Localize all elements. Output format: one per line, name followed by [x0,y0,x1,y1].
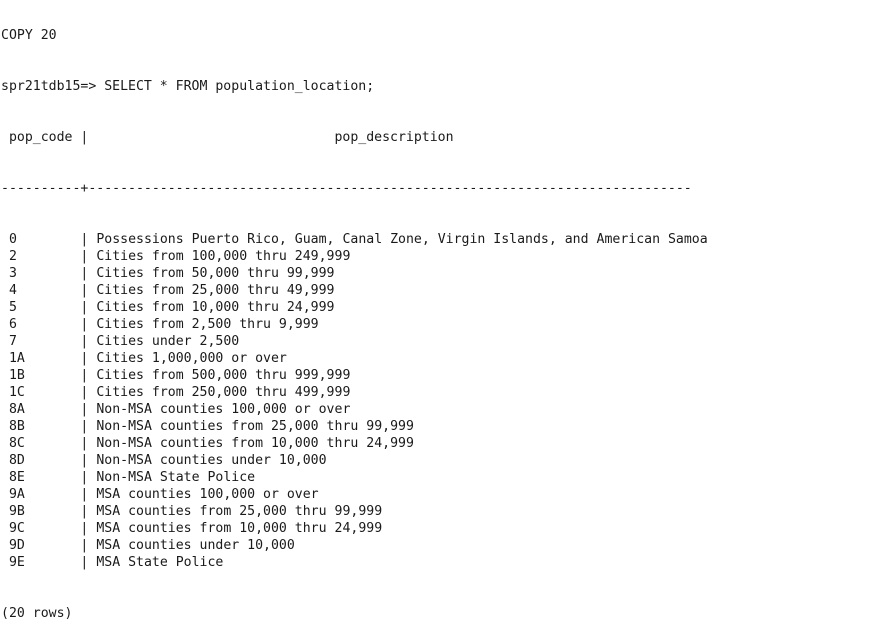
pop-code-cell: 9E [8,555,25,570]
pop-code-cell: 0 [8,232,17,247]
pop-description-cell: Possessions Puerto Rico, Guam, Canal Zon… [96,232,708,247]
pop-description-cell: Non-MSA counties from 10,000 thru 24,999 [96,436,414,451]
pop-code-cell: 8B [8,419,25,434]
pop-code-cell: 6 [8,317,17,332]
table-row: 1C | Cities from 250,000 thru 499,999 [1,384,873,401]
table-row: 7 | Cities under 2,500 [1,333,873,350]
pop-code-cell: 1A [8,351,25,366]
result-rows: 0 | Possessions Puerto Rico, Guam, Canal… [1,231,873,571]
column-separator: | [24,555,97,570]
table-row: 9E | MSA State Police [1,554,873,571]
pop-description-cell: MSA counties 100,000 or over [96,487,319,502]
pop-code-cell: 1B [8,368,25,383]
column-separator: | [24,470,97,485]
column-separator: | [24,504,97,519]
table-row: 1B | Cities from 500,000 thru 999,999 [1,367,873,384]
column-separator: | [16,317,97,332]
pop-code-cell: 8C [8,436,25,451]
pop-code-cell: 9B [8,504,25,519]
table-row: 1A | Cities 1,000,000 or over [1,350,873,367]
pop-code-cell: 8A [8,402,25,417]
pop-description-cell: MSA State Police [96,555,224,570]
column-separator: | [16,266,97,281]
table-row: 6 | Cities from 2,500 thru 9,999 [1,316,873,333]
column-separator: | [24,402,97,417]
table-row: 4 | Cities from 25,000 thru 49,999 [1,282,873,299]
pop-description-cell: MSA counties from 10,000 thru 24,999 [96,521,383,536]
terminal-output[interactable]: COPY 20 spr21tdb15=> SELECT * FROM popul… [1,0,873,621]
column-separator: | [24,521,97,536]
pop-description-cell: Cities from 50,000 thru 99,999 [96,266,335,281]
column-separator: | [16,300,97,315]
column-separator: | [24,385,97,400]
column-separator: | [24,368,97,383]
pop-description-cell: Cities from 2,500 thru 9,999 [96,317,319,332]
table-row: 8D | Non-MSA counties under 10,000 [1,452,873,469]
column-separator: | [16,283,97,298]
command-line: spr21tdb15=> SELECT * FROM population_lo… [1,78,873,95]
pop-code-cell: 8D [8,453,25,468]
pop-description-cell: Cities 1,000,000 or over [96,351,287,366]
table-row: 8C | Non-MSA counties from 10,000 thru 2… [1,435,873,452]
pop-description-cell: Cities from 250,000 thru 499,999 [96,385,351,400]
pop-description-cell: Non-MSA counties 100,000 or over [96,402,351,417]
table-row: 5 | Cities from 10,000 thru 24,999 [1,299,873,316]
column-separator: | [24,538,97,553]
pop-code-cell: 8E [8,470,25,485]
table-row: 9C | MSA counties from 10,000 thru 24,99… [1,520,873,537]
column-separator: | [16,232,97,247]
pop-code-cell: 4 [8,283,17,298]
pop-code-cell: 9D [8,538,25,553]
column-separator: | [24,487,97,502]
pop-code-cell: 7 [8,334,17,349]
column-separator: | [24,351,97,366]
pop-code-cell: 3 [8,266,17,281]
column-separator: | [16,334,97,349]
previous-output-line: COPY 20 [1,28,57,43]
pop-code-cell: 9C [8,521,25,536]
column-separator: | [24,419,97,434]
pop-code-cell: 9A [8,487,25,502]
pop-code-cell: 1C [8,385,25,400]
table-row: 9B | MSA counties from 25,000 thru 99,99… [1,503,873,520]
table-row: 9A | MSA counties 100,000 or over [1,486,873,503]
table-row: 2 | Cities from 100,000 thru 249,999 [1,248,873,265]
pop-description-cell: MSA counties from 25,000 thru 99,999 [96,504,383,519]
pop-description-cell: Cities under 2,500 [96,334,240,349]
table-separator: ----------+-----------------------------… [1,181,692,196]
pop-description-cell: Non-MSA State Police [96,470,256,485]
column-separator: | [24,436,97,451]
row-count: (20 rows) [1,606,73,621]
table-row: 0 | Possessions Puerto Rico, Guam, Canal… [1,231,873,248]
pop-description-cell: Non-MSA counties under 10,000 [96,453,327,468]
pop-code-cell: 2 [8,249,17,264]
pop-description-cell: Cities from 100,000 thru 249,999 [96,249,351,264]
column-separator: | [24,453,97,468]
table-row: 8E | Non-MSA State Police [1,469,873,486]
table-row: 3 | Cities from 50,000 thru 99,999 [1,265,873,282]
pop-code-cell: 5 [8,300,17,315]
pop-description-cell: Cities from 500,000 thru 999,999 [96,368,351,383]
pop-description-cell: Cities from 10,000 thru 24,999 [96,300,335,315]
sql-command: SELECT * FROM population_location; [104,79,375,94]
table-row: 9D | MSA counties under 10,000 [1,537,873,554]
pop-description-cell: Cities from 25,000 thru 49,999 [96,283,335,298]
table-row: 8A | Non-MSA counties 100,000 or over [1,401,873,418]
column-separator: | [16,249,97,264]
table-row: 8B | Non-MSA counties from 25,000 thru 9… [1,418,873,435]
pop-description-cell: MSA counties under 10,000 [96,538,295,553]
table-header: pop_code | pop_description [1,130,454,145]
pop-description-cell: Non-MSA counties from 25,000 thru 99,999 [96,419,414,434]
prompt: spr21tdb15=> [1,79,105,94]
